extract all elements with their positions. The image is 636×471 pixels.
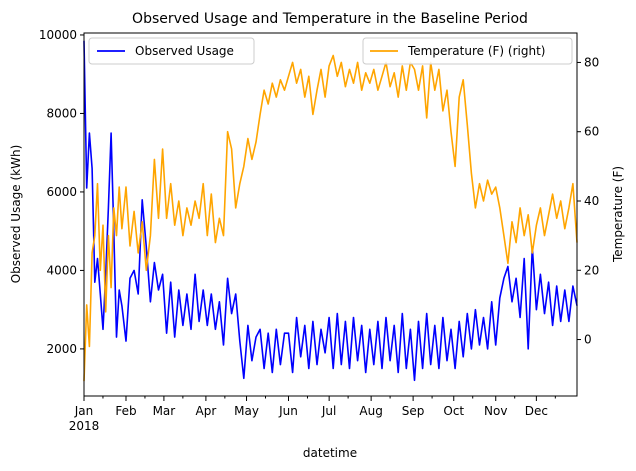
x-tick-label: Dec [525,404,548,418]
right-axis-ticks: 0 20 40 60 80 [577,55,599,347]
right-tick-label: 80 [584,55,599,69]
series-path-1 [83,54,578,382]
x-tick-label: Jul [321,404,336,418]
legend-left: Observed Usage [88,37,255,65]
right-tick-label: 40 [584,194,599,208]
right-axis-label: Temperature (F) [611,166,625,263]
legend-left-label: Observed Usage [135,44,234,58]
left-tick-label: 8000 [46,106,77,120]
legend-right-box [362,37,573,65]
series-line-observed-usage [83,40,578,382]
x-tick-label: Jan [74,404,94,418]
legend-right: Temperature (F) (right) [362,37,573,65]
x-tick-label: Sep [402,404,425,418]
x-tick-label: May [234,404,259,418]
legend-left-box [88,37,255,65]
x-tick-label: Feb [115,404,136,418]
left-tick-label: 10000 [39,28,77,42]
x-axis-label: datetime [303,446,357,460]
plot-area [83,32,578,397]
right-tick-label: 0 [584,333,592,347]
right-tick-label: 20 [584,263,599,277]
series-line-temperature [83,54,578,382]
left-axis-ticks: 2000 4000 6000 8000 10000 [39,28,84,356]
series-path-0 [83,40,578,382]
x-tick-label: Apr [196,404,217,418]
chart-title: Observed Usage and Temperature in the Ba… [132,11,528,27]
x-tick-sublabel: 2018 [69,419,100,433]
x-tick-label: Mar [153,404,176,418]
left-tick-label: 4000 [46,263,77,277]
x-tick-label: Aug [359,404,382,418]
plot-frame [83,32,578,397]
left-tick-label: 6000 [46,185,77,199]
left-tick-label: 2000 [46,342,77,356]
x-tick-label: Nov [484,404,507,418]
legend-right-label: Temperature (F) (right) [407,44,545,58]
x-tick-label: Jun [278,404,298,418]
right-tick-label: 60 [584,125,599,139]
left-axis-label: Observed Usage (kWh) [9,145,23,284]
x-tick-label: Oct [443,404,464,418]
